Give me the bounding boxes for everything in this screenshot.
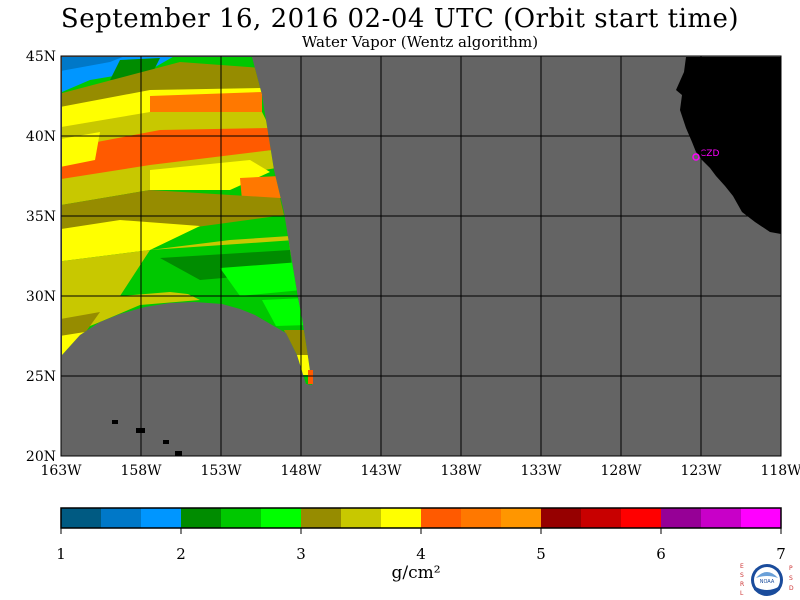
swath-tip xyxy=(308,370,313,384)
lon-label: 123W xyxy=(680,463,722,479)
lon-label: 158W xyxy=(120,463,162,479)
lat-label: 20N xyxy=(26,449,56,465)
colorbar-swatch xyxy=(381,508,422,528)
map-subtitle: Water Vapor (Wentz algorithm) xyxy=(301,33,539,51)
lon-label: 118W xyxy=(760,463,800,479)
logo-letter: P xyxy=(789,565,793,572)
lon-label: 143W xyxy=(360,463,402,479)
colorbar-swatch xyxy=(421,508,462,528)
colorbar-tick-label: 1 xyxy=(56,545,66,563)
lat-label: 45N xyxy=(26,49,56,65)
lon-label: 133W xyxy=(520,463,562,479)
colorbar-swatch xyxy=(181,508,222,528)
colorbar xyxy=(60,507,782,529)
colorbar-swatch xyxy=(661,508,702,528)
lon-label: 153W xyxy=(200,463,242,479)
colorbar-swatch xyxy=(621,508,662,528)
svg-text:NOAA: NOAA xyxy=(760,579,775,585)
colorbar-swatch xyxy=(501,508,542,528)
colorbar-swatch xyxy=(461,508,502,528)
lat-label: 25N xyxy=(26,369,56,385)
colorbar-tick-labels: 1 2 3 4 5 6 7 xyxy=(56,528,786,563)
colorbar-swatch xyxy=(741,508,782,528)
colorbar-swatch xyxy=(261,508,302,528)
graticule xyxy=(61,56,781,456)
logo-letter: E xyxy=(740,563,744,570)
lon-label: 138W xyxy=(440,463,482,479)
logo-letter: D xyxy=(789,585,794,592)
logo-letter: S xyxy=(740,572,744,579)
colorbar-swatch xyxy=(701,508,742,528)
lat-label: 35N xyxy=(26,209,56,225)
colorbar-unit-label: g/cm² xyxy=(391,563,440,583)
colorbar-swatch xyxy=(221,508,262,528)
colorbar-swatch xyxy=(581,508,622,528)
longitude-labels: 163W 158W 153W 148W 143W 138W 133W 128W 123W 118W xyxy=(40,463,800,479)
lat-label: 40N xyxy=(26,129,56,145)
map-frame xyxy=(60,55,782,457)
lat-label: 30N xyxy=(26,289,56,305)
map-title: September 16, 2016 02-04 UTC (Orbit star… xyxy=(60,4,740,34)
logo-letter: S xyxy=(789,575,793,582)
colorbar-tick-label: 3 xyxy=(296,545,306,563)
colorbar-tick-label: 6 xyxy=(656,545,666,563)
colorbar-swatch xyxy=(541,508,582,528)
colorbar-swatch xyxy=(101,508,142,528)
colorbar-swatch xyxy=(61,508,102,528)
lon-label: 128W xyxy=(600,463,642,479)
station-marker-czd xyxy=(692,153,700,161)
station-label: CZD xyxy=(700,149,719,159)
colorbar-tick-label: 2 xyxy=(176,545,186,563)
colorbar-tick-label: 4 xyxy=(416,545,426,563)
lon-label: 148W xyxy=(280,463,322,479)
colorbar-tick-label: 7 xyxy=(776,545,786,563)
logo-letter: R xyxy=(740,581,744,588)
colorbar-tick-label: 5 xyxy=(536,545,546,563)
latitude-labels: 45N 40N 35N 30N 25N 20N xyxy=(26,49,56,465)
colorbar-swatch xyxy=(301,508,342,528)
colorbar-swatch xyxy=(341,508,382,528)
logo-letter: L xyxy=(740,590,744,597)
land-mass xyxy=(676,57,781,234)
lon-label: 163W xyxy=(40,463,82,479)
colorbar-swatch xyxy=(141,508,182,528)
